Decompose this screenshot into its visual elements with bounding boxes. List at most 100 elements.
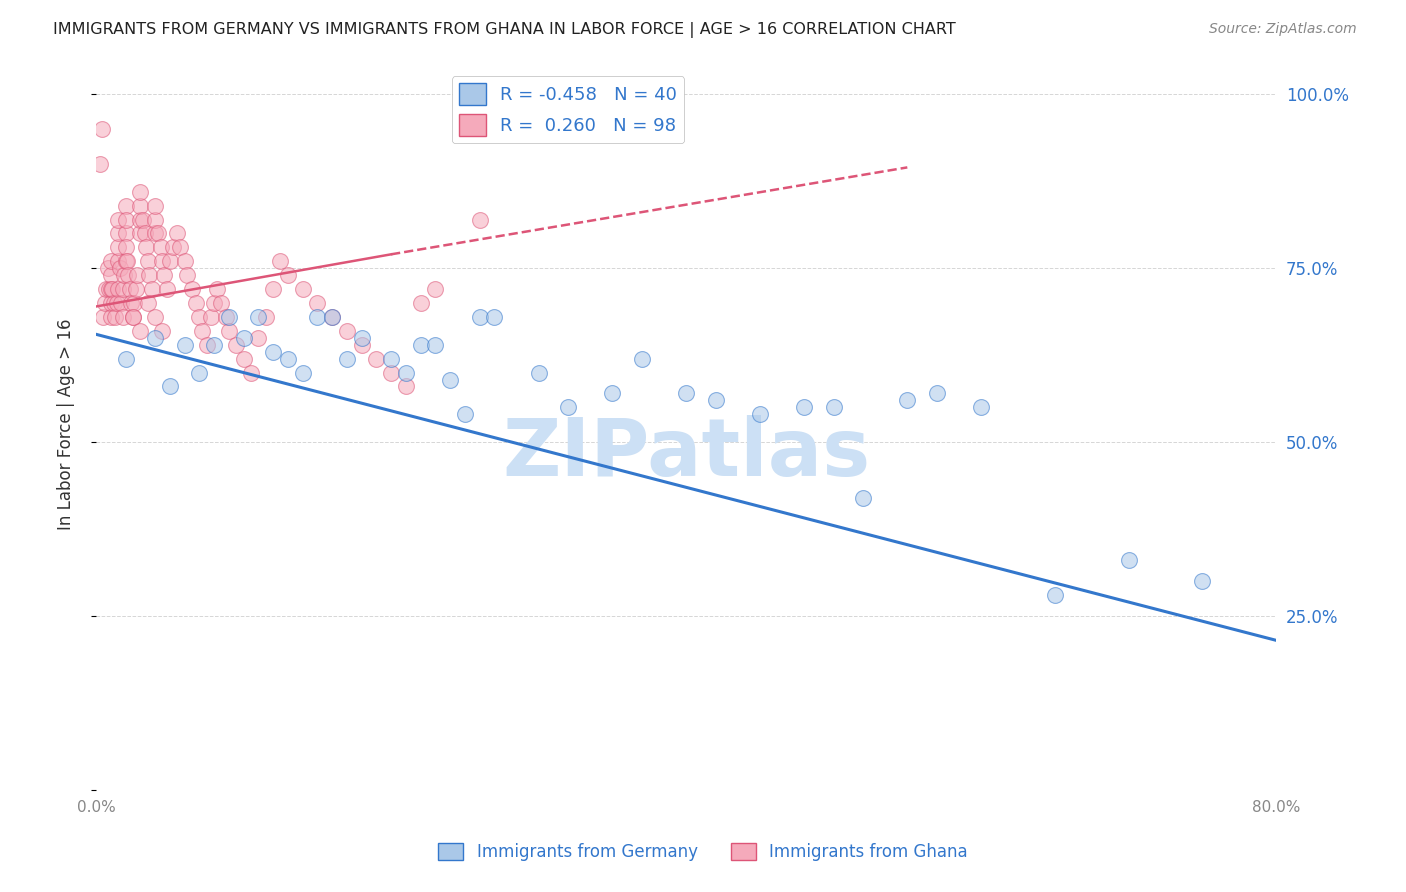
Point [141,282,163,296]
Point [307,296,329,310]
Point [114,240,136,254]
Point [111,282,134,296]
Point [110,296,132,310]
Point [90,122,112,136]
Point [188,310,211,324]
Point [114,212,136,227]
Point [409,337,432,351]
Point [675,386,697,401]
Point [439,372,461,386]
Point [896,393,918,408]
Point [159,379,181,393]
Point [630,351,652,366]
Point [225,337,247,351]
Point [277,268,299,283]
Point [149,240,172,254]
Point [409,296,432,310]
Point [218,310,240,324]
Point [143,199,166,213]
Point [125,282,148,296]
Point [115,254,138,268]
Point [143,310,166,324]
Point [114,227,136,241]
Point [94,296,117,310]
Point [336,324,359,338]
Point [122,310,145,324]
Point [159,254,181,268]
Point [114,199,136,213]
Point [239,366,262,380]
Point [169,240,191,254]
Point [173,254,195,268]
Point [321,310,343,324]
Point [380,366,402,380]
Point [143,227,166,241]
Point [136,296,159,310]
Point [100,310,122,324]
Point [124,296,146,310]
Point [484,310,506,324]
Point [152,254,174,268]
Point [925,386,948,401]
Point [202,337,225,351]
Point [468,310,491,324]
Point [425,282,447,296]
Point [112,268,135,283]
Point [704,393,727,408]
Point [180,282,202,296]
Point [162,240,184,254]
Point [134,227,156,241]
Point [291,366,314,380]
Point [100,282,122,296]
Point [247,310,270,324]
Point [1191,574,1213,589]
Text: ZIPatlas: ZIPatlas [502,415,870,493]
Y-axis label: In Labor Force | Age > 16: In Labor Force | Age > 16 [58,319,75,531]
Point [395,379,418,393]
Point [468,212,491,227]
Point [748,407,770,421]
Point [132,212,155,227]
Point [152,324,174,338]
Point [200,310,222,324]
Point [146,227,169,241]
Point [247,331,270,345]
Point [1118,553,1140,567]
Point [136,254,159,268]
Point [93,310,115,324]
Point [600,386,623,401]
Point [101,282,124,296]
Point [107,282,129,296]
Point [156,282,179,296]
Point [104,310,127,324]
Point [166,227,188,241]
Point [186,296,208,310]
Point [108,261,131,276]
Point [793,401,815,415]
Point [209,296,232,310]
Point [100,268,122,283]
Point [176,268,198,283]
Point [129,324,152,338]
Point [321,310,343,324]
Point [96,282,118,296]
Point [143,212,166,227]
Point [262,282,284,296]
Point [103,296,125,310]
Legend: Immigrants from Germany, Immigrants from Ghana: Immigrants from Germany, Immigrants from… [432,836,974,868]
Point [232,331,254,345]
Point [262,344,284,359]
Point [218,324,240,338]
Point [527,366,550,380]
Point [269,254,291,268]
Point [454,407,477,421]
Point [105,296,128,310]
Point [114,254,136,268]
Point [232,351,254,366]
Point [129,185,152,199]
Point [100,296,122,310]
Point [1043,588,1066,602]
Point [202,296,225,310]
Point [970,401,993,415]
Point [425,337,447,351]
